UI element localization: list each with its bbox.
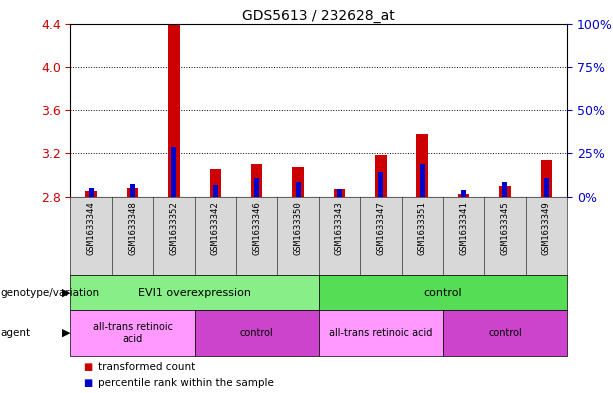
Bar — [130, 184, 135, 196]
Text: transformed count: transformed count — [98, 362, 196, 373]
Text: genotype/variation: genotype/variation — [1, 288, 100, 298]
Bar — [319, 275, 567, 310]
Bar — [85, 191, 97, 196]
Bar — [416, 134, 428, 196]
Bar — [541, 160, 552, 196]
Bar — [461, 190, 466, 196]
Text: GSM1633343: GSM1633343 — [335, 201, 344, 255]
Bar — [544, 178, 549, 196]
Text: GSM1633346: GSM1633346 — [252, 201, 261, 255]
Bar — [333, 189, 345, 196]
Text: all-trans retinoic acid: all-trans retinoic acid — [329, 328, 433, 338]
Text: ▶: ▶ — [62, 328, 70, 338]
Text: GSM1633342: GSM1633342 — [211, 201, 220, 255]
Text: control: control — [488, 328, 522, 338]
Text: ■: ■ — [83, 378, 92, 388]
Text: GSM1633341: GSM1633341 — [459, 201, 468, 255]
Text: GSM1633344: GSM1633344 — [86, 201, 96, 255]
Title: GDS5613 / 232628_at: GDS5613 / 232628_at — [242, 9, 395, 22]
Bar — [251, 164, 262, 196]
Text: all-trans retinoic
acid: all-trans retinoic acid — [93, 322, 173, 344]
Bar — [319, 310, 443, 356]
Bar — [499, 185, 511, 196]
Bar — [213, 185, 218, 196]
Text: EVI1 overexpression: EVI1 overexpression — [138, 288, 251, 298]
Bar — [254, 178, 259, 196]
Text: ■: ■ — [83, 362, 92, 373]
Text: GSM1633352: GSM1633352 — [169, 201, 178, 255]
Text: GSM1633347: GSM1633347 — [376, 201, 386, 255]
Bar — [127, 188, 139, 196]
Bar — [378, 172, 383, 196]
Text: agent: agent — [1, 328, 31, 338]
Text: GSM1633351: GSM1633351 — [417, 201, 427, 255]
Bar — [168, 18, 180, 196]
Bar — [375, 155, 387, 196]
Text: percentile rank within the sample: percentile rank within the sample — [98, 378, 274, 388]
Bar — [195, 310, 319, 356]
Bar — [337, 189, 342, 196]
Bar — [70, 275, 319, 310]
Bar — [420, 164, 425, 196]
Bar — [172, 147, 177, 196]
Bar — [443, 310, 567, 356]
Text: GSM1633345: GSM1633345 — [500, 201, 509, 255]
Bar — [503, 182, 508, 196]
Text: control: control — [240, 328, 273, 338]
Bar — [458, 194, 470, 196]
Bar — [210, 169, 221, 196]
Bar — [292, 167, 304, 196]
Text: GSM1633350: GSM1633350 — [294, 201, 303, 255]
Text: control: control — [424, 288, 462, 298]
Text: GSM1633348: GSM1633348 — [128, 201, 137, 255]
Text: GSM1633349: GSM1633349 — [542, 201, 551, 255]
Text: ▶: ▶ — [62, 288, 70, 298]
Bar — [89, 188, 94, 196]
Bar — [70, 310, 195, 356]
Bar — [295, 182, 300, 196]
